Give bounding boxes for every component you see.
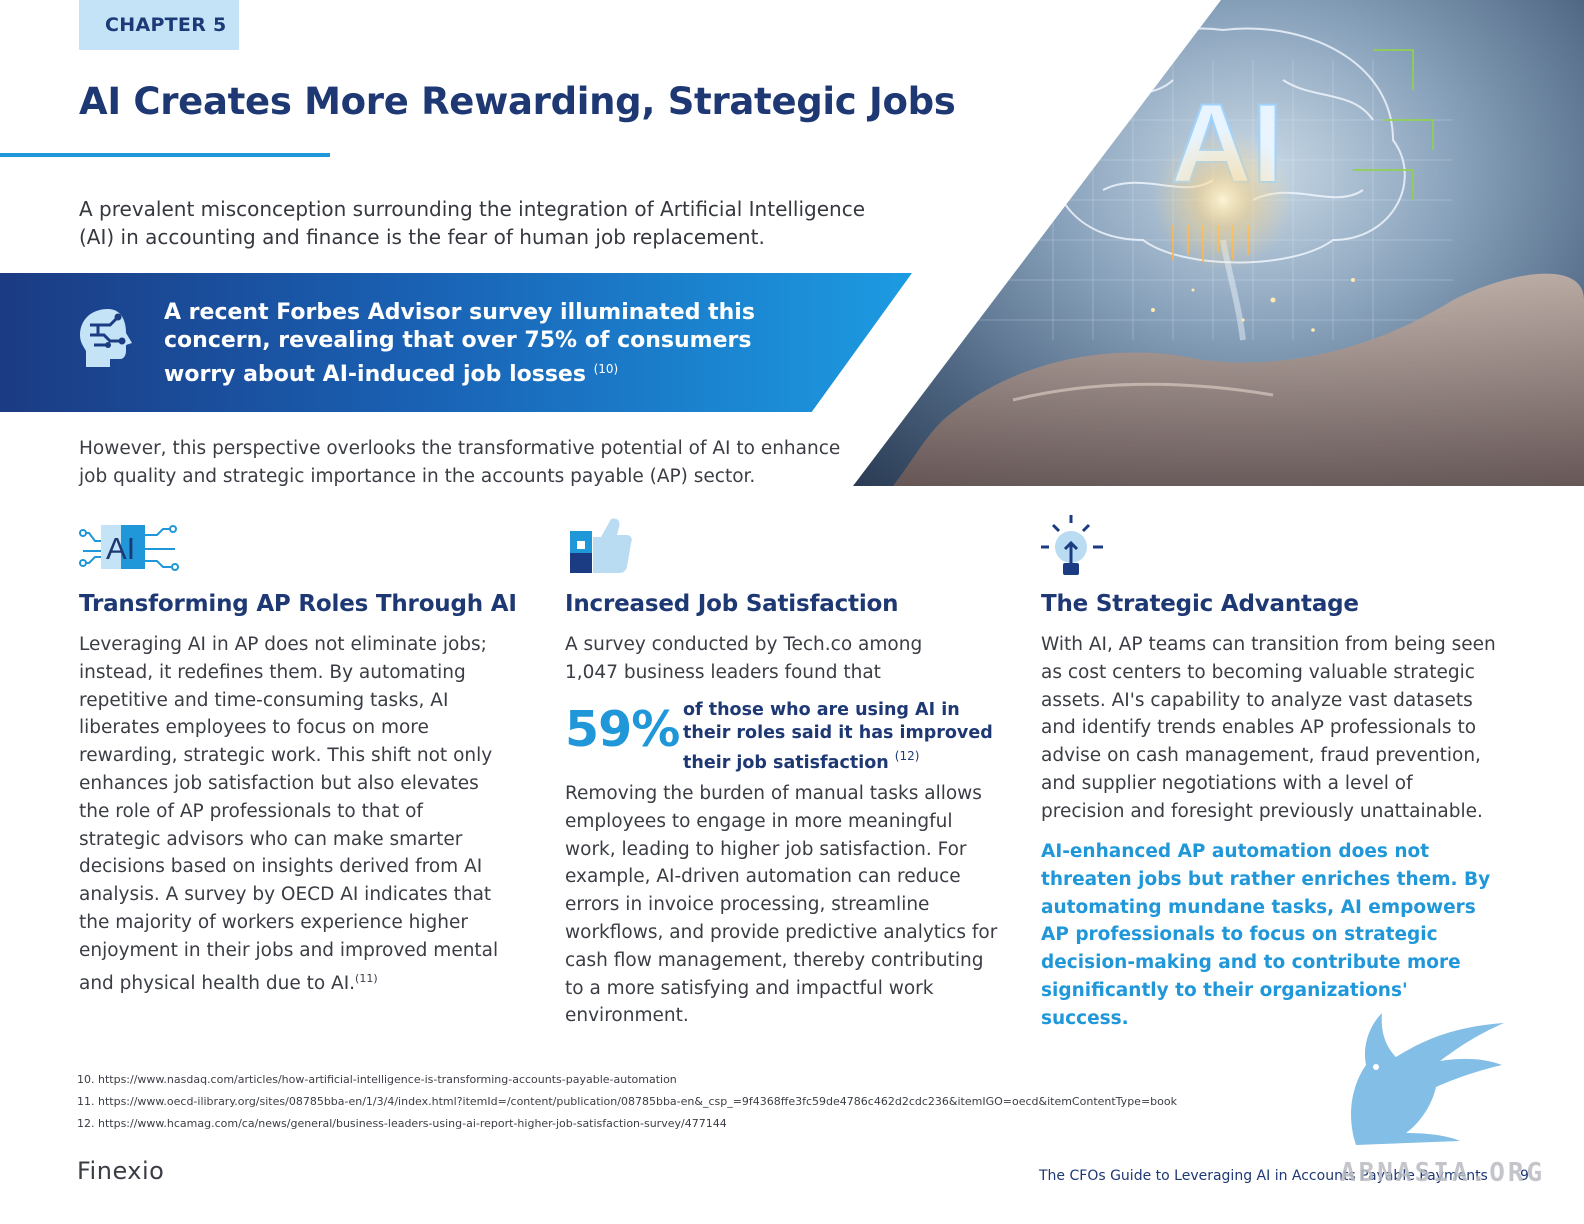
stat-reference: (12) [894,749,920,763]
brain-head-icon [76,305,140,375]
callout-banner [0,273,912,412]
page-number: 9 [1520,1168,1529,1184]
finexio-logo: Finexio [77,1157,165,1185]
footnote-link[interactable]: 10. https://www.nasdaq.com/articles/how-… [77,1073,677,1086]
footnotes: 10. https://www.nasdaq.com/articles/how-… [77,1073,1177,1139]
griffin-watermark-icon [1336,1005,1508,1155]
column-body-text: Leveraging AI in AP does not eliminate j… [79,634,499,994]
footnote-link[interactable]: 11. https://www.oecd-ilibrary.org/sites/… [77,1095,1177,1108]
guide-title: The CFOs Guide to Leveraging AI in Accou… [1039,1168,1488,1184]
however-paragraph: However, this perspective overlooks the … [79,438,841,487]
column-body: Removing the burden of manual tasks allo… [565,783,998,1027]
ai-brain-illustration: AI [893,27,1584,486]
column-job-satisfaction: Increased Job Satisfaction A survey cond… [565,515,1005,1026]
page-title: AI Creates More Rewarding, Strategic Job… [79,80,956,123]
column-body: Leveraging AI in AP does not eliminate j… [79,631,499,997]
hero-image: AI [853,0,1584,486]
column-intro: A survey conducted by Tech.co among 1,04… [565,634,923,683]
thumbs-up-icon [565,515,665,579]
column-heading: The Strategic Advantage [1041,591,1359,617]
title-divider [0,153,330,157]
lightbulb-icon [1041,515,1141,579]
intro-paragraph: A prevalent misconception surrounding th… [79,197,866,249]
stat-value: 59% [565,701,680,758]
column-transforming-roles: AI Transforming AP Roles Through AI Leve… [79,515,517,994]
chapter-label: CHAPTER 5 [105,14,227,36]
banner-reference: (10) [593,362,619,376]
column-heading: Increased Job Satisfaction [565,591,899,617]
stat-text: of those who are using AI in their roles… [683,700,993,773]
stat-description: of those who are using AI in their roles… [683,699,1003,775]
ai-icon-label: AI [106,531,135,566]
highlight-callout: AI-enhanced AP automation does not threa… [1041,841,1491,1029]
chapter-tag: CHAPTER 5 [79,0,239,50]
column-reference: (11) [355,971,378,985]
column-heading: Transforming AP Roles Through AI [79,591,517,617]
ai-circuit-icon: AI [79,515,179,579]
watermark-text: ABNASIA.ORG [1340,1158,1546,1188]
footnote-link[interactable]: 12. https://www.hcamag.com/ca/news/gener… [77,1117,727,1130]
column-body: With AI, AP teams can transition from be… [1041,634,1496,822]
banner-text: A recent Forbes Advisor survey illuminat… [164,300,755,387]
banner-statement: A recent Forbes Advisor survey illuminat… [164,299,804,389]
column-strategic-advantage: The Strategic Advantage With AI, AP team… [1041,515,1501,1029]
